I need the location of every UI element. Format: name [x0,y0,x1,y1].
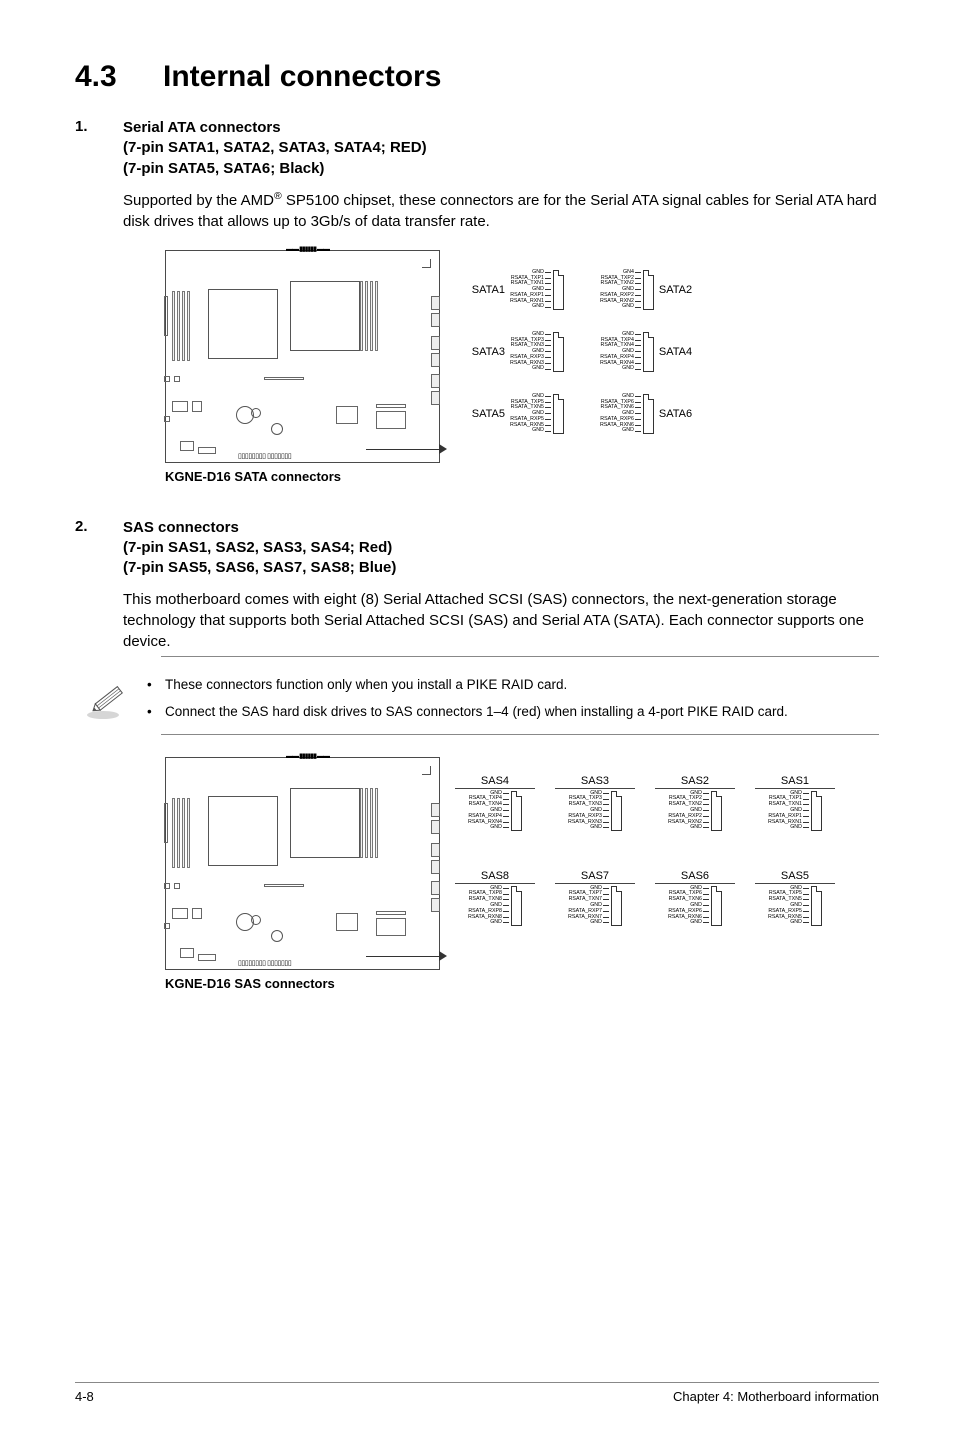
connector-pin-box [643,394,654,434]
footer-page-number: 4-8 [75,1389,94,1404]
sata-caption: KGNE-D16 SATA connectors [165,469,879,484]
note-bullet-1: •These connectors function only when you… [147,675,839,695]
connector-label: SATA1 [465,284,505,296]
connector-label: SAS7 [555,870,635,884]
sas-connector: SAS2 GNDRSATA_TXP2RSATA_TXN2GNDRSATA_RXP2… [655,775,735,831]
pin-signal-labels: GNDRSATA_TXP1RSATA_TXN1GNDRSATA_RXP1RSAT… [510,270,551,310]
pin-signal-labels: GNDRSATA_TXP4RSATA_TXN4GNDRSATA_RXP4RSAT… [600,332,641,372]
pin-signal-labels: GNDRSATA_TXP3RSATA_TXN3GNDRSATA_RXP3RSAT… [510,332,551,372]
pin-signal-labels: GNDRSATA_TXP3RSATA_TXN3GNDRSATA_RXP3RSAT… [568,791,609,831]
connector-label: SAS2 [655,775,735,789]
sas-connector: SAS6 GNDRSATA_TXP6RSATA_TXN6GNDRSATA_RXP6… [655,870,735,926]
item-2-title-l3: (7-pin SAS5, SAS6, SAS7, SAS8; Blue) [123,558,396,578]
item-1-title: Serial ATA connectors (7-pin SATA1, SATA… [123,118,427,179]
sata-connector-row: SATA1 GNDRSATA_TXP1RSATA_TXN1GNDRSATA_RXP… [465,270,703,310]
sata-connector-row: SATA3 GNDRSATA_TXP3RSATA_TXN3GNDRSATA_RXP… [465,332,703,372]
pin-signal-labels: GNDRSATA_TXP1RSATA_TXN1GNDRSATA_RXP1RSAT… [768,791,809,831]
section-heading: 4.3Internal connectors [75,60,879,94]
item-1-header: 1. Serial ATA connectors (7-pin SATA1, S… [75,118,879,179]
item-2-title: SAS connectors (7-pin SAS1, SAS2, SAS3, … [123,518,396,579]
connector-pin-box [553,270,564,310]
item-1-body: Supported by the AMD® SP5100 chipset, th… [123,189,879,232]
pin-signal-labels: GNDRSATA_TXP8RSATA_TXN8GNDRSATA_RXP8RSAT… [468,886,509,926]
pin-signal-labels: GNDRSATA_TXP6RSATA_TXN6GNDRSATA_RXP6RSAT… [600,394,641,434]
connector-label: SAS5 [755,870,835,884]
section-number: 4.3 [75,60,163,94]
item-1-title-l2: (7-pin SATA1, SATA2, SATA3, SATA4; RED) [123,138,427,158]
connector-pin-box [553,394,564,434]
sas-diagram: ▬▬ ▮▮▮▮▮▮ ▬▬ ▯▯▯▯▯▯▯▯ ▯▯▯▯▯▯▯ KGNE-D16 S… [165,757,879,1007]
connector-label: SATA3 [465,346,505,358]
sas-caption: KGNE-D16 SAS connectors [165,976,879,991]
sas-connector: SAS4 GNDRSATA_TXP4RSATA_TXN4GNDRSATA_RXP4… [455,775,535,831]
item-1-title-l1: Serial ATA connectors [123,118,427,138]
connector-pin-box [811,886,822,926]
item-2-header: 2. SAS connectors (7-pin SAS1, SAS2, SAS… [75,518,879,579]
pencil-icon [85,675,147,726]
sas-connector: SAS5 GNDRSATA_TXP5RSATA_TXN5GNDRSATA_RXP5… [755,870,835,926]
note-block: •These connectors function only when you… [75,656,879,735]
motherboard-outline: ▬▬ ▮▮▮▮▮▮ ▬▬ ▯▯▯▯▯▯▯▯ ▯▯▯▯▯▯▯ [165,250,440,463]
connector-pin-box [811,791,822,831]
connector-label: SAS8 [455,870,535,884]
connector-label: SAS4 [455,775,535,789]
connector-pin-box [711,886,722,926]
pin-signal-labels: GNDRSATA_TXP6RSATA_TXN6GNDRSATA_RXP6RSAT… [668,886,709,926]
item-1-title-l3: (7-pin SATA5, SATA6; Black) [123,159,427,179]
connector-pin-box [511,791,522,831]
sas-connector: SAS7 GNDRSATA_TXP7RSATA_TXN7GNDRSATA_RXP7… [555,870,635,926]
section-title: Internal connectors [163,60,441,93]
sas-connector: SAS8 GNDRSATA_TXP8RSATA_TXN8GNDRSATA_RXP8… [455,870,535,926]
connector-label: SAS6 [655,870,735,884]
connector-label: SAS3 [555,775,635,789]
item-2-number: 2. [75,518,123,579]
pin-signal-labels: GNDRSATA_TXP2RSATA_TXN2GNDRSATA_RXP2RSAT… [668,791,709,831]
motherboard-outline-2: ▬▬ ▮▮▮▮▮▮ ▬▬ ▯▯▯▯▯▯▯▯ ▯▯▯▯▯▯▯ [165,757,440,970]
item-1-number: 1. [75,118,123,179]
connector-label: SATA2 [659,284,703,296]
connector-label: SATA4 [659,346,703,358]
connector-pin-box [611,886,622,926]
connector-pin-box [711,791,722,831]
connector-pin-box [611,791,622,831]
connector-pin-box [643,332,654,372]
connector-pin-box [511,886,522,926]
connector-label: SATA6 [659,408,703,420]
sata-diagram: ▬▬ ▮▮▮▮▮▮ ▬▬ ▯▯▯▯▯▯▯▯ ▯▯▯▯▯▯▯ [165,250,879,490]
item-2-body: This motherboard comes with eight (8) Se… [123,589,879,652]
connector-label: SAS1 [755,775,835,789]
pin-signal-labels: GN4RSATA_TXP2RSATA_TXN2GNDRSATA_RXP2RSAT… [600,270,641,310]
item-2-title-l2: (7-pin SAS1, SAS2, SAS3, SAS4; Red) [123,538,396,558]
connector-pin-box [553,332,564,372]
sas-connector: SAS1 GNDRSATA_TXP1RSATA_TXN1GNDRSATA_RXP1… [755,775,835,831]
pin-signal-labels: GNDRSATA_TXP5RSATA_TXN5GNDRSATA_RXP5RSAT… [510,394,551,434]
note-bullet-2: •Connect the SAS hard disk drives to SAS… [147,702,839,722]
footer-chapter: Chapter 4: Motherboard information [673,1389,879,1404]
item-2-title-l1: SAS connectors [123,518,396,538]
sata-connector-row: SATA5 GNDRSATA_TXP5RSATA_TXN5GNDRSATA_RXP… [465,394,703,434]
sas-connector: SAS3 GNDRSATA_TXP3RSATA_TXN3GNDRSATA_RXP3… [555,775,635,831]
connector-label: SATA5 [465,408,505,420]
page-footer: 4-8 Chapter 4: Motherboard information [75,1382,879,1404]
pin-signal-labels: GNDRSATA_TXP7RSATA_TXN7GNDRSATA_RXP7RSAT… [568,886,609,926]
pin-signal-labels: GNDRSATA_TXP5RSATA_TXN5GNDRSATA_RXP5RSAT… [768,886,809,926]
pin-signal-labels: GNDRSATA_TXP4RSATA_TXN4GNDRSATA_RXP4RSAT… [468,791,509,831]
connector-pin-box [643,270,654,310]
